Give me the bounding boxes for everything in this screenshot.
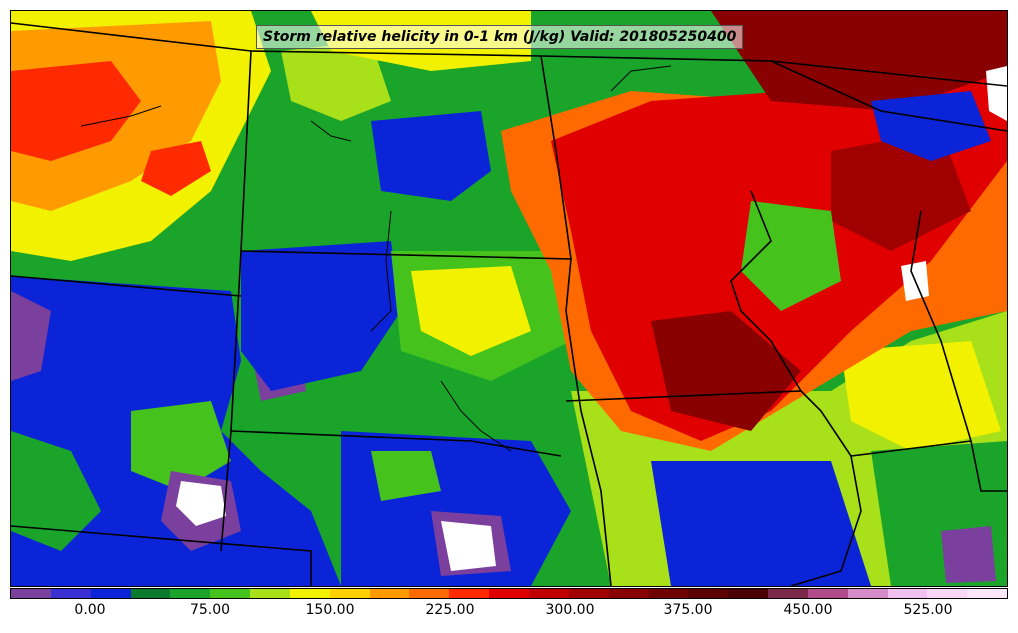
colorbar-tick-label: 150.00 — [305, 602, 355, 618]
helicity-contour-field — [11, 11, 1007, 586]
colorbar — [10, 588, 1008, 599]
field-w-green — [11, 431, 101, 551]
field-nw-red2 — [141, 141, 211, 196]
helicity-map: Storm relative helicity in 0-1 km (J/kg)… — [10, 10, 1008, 587]
field-nw-red — [11, 61, 141, 161]
colorbar-segment — [449, 589, 490, 598]
colorbar-segment — [528, 589, 569, 598]
colorbar-segment — [728, 589, 769, 598]
colorbar-segment — [807, 589, 848, 598]
colorbar-segment — [688, 589, 729, 598]
colorbar-tick-label: 225.00 — [425, 602, 475, 618]
field-ne-darkred1 — [651, 311, 801, 431]
colorbar-ticks: 0.00 75.00 150.00 225.00 300.00 375.00 450.00 5… — [10, 602, 1008, 624]
colorbar-tick-label: 375.00 — [663, 602, 713, 618]
colorbar-segment — [887, 589, 928, 598]
colorbar-tick-label: 525.00 — [903, 602, 953, 618]
field-ne-darkred3 — [831, 131, 971, 251]
field-e-yellow2 — [841, 341, 1001, 451]
rivers — [80, 65, 672, 452]
colorbar-segment — [329, 589, 370, 598]
field-sw-green2 — [131, 401, 231, 491]
field-sw-purple2 — [11, 291, 51, 381]
state-boundaries — [11, 22, 1007, 586]
colorbar-tick-label: 450.00 — [783, 602, 833, 618]
colorbar-segment — [210, 589, 251, 598]
field-c-yellow — [411, 266, 531, 356]
colorbar-segment — [50, 589, 91, 598]
colorbar-segment — [130, 589, 171, 598]
colorbar-segment — [170, 589, 211, 598]
map-title: Storm relative helicity in 0-1 km (J/kg)… — [256, 25, 744, 49]
field-ne-white2 — [986, 66, 1007, 121]
field-se-blue — [651, 461, 871, 586]
field-sc-green — [371, 451, 441, 501]
colorbar-segment — [648, 589, 689, 598]
colorbar-tick-label: 300.00 — [545, 602, 595, 618]
field-ne-blue — [871, 91, 991, 161]
colorbar-segment — [289, 589, 330, 598]
colorbar-segment — [967, 589, 1008, 598]
colorbar-segment — [250, 589, 290, 598]
colorbar-tick-label: 75.00 — [189, 602, 231, 618]
field-c-blue — [241, 241, 401, 391]
field-nc-blue — [371, 111, 491, 201]
field-nc-light — [281, 41, 391, 121]
colorbar-segment — [489, 589, 529, 598]
field-ne-darkred2 — [711, 11, 1007, 111]
field-sc-white — [441, 521, 496, 571]
colorbar-segment — [90, 589, 131, 598]
colorbar-segment — [768, 589, 808, 598]
colorbar-segment — [369, 589, 410, 598]
colorbar-segment — [568, 589, 609, 598]
colorbar-segment — [409, 589, 450, 598]
field-sw-white1 — [176, 481, 226, 526]
colorbar-segment — [927, 589, 968, 598]
colorbar-segment — [847, 589, 888, 598]
field-se-purple — [941, 526, 996, 583]
colorbar-segment — [11, 589, 51, 598]
colorbar-segment — [608, 589, 649, 598]
colorbar-tick-label: 0.00 — [74, 602, 106, 618]
